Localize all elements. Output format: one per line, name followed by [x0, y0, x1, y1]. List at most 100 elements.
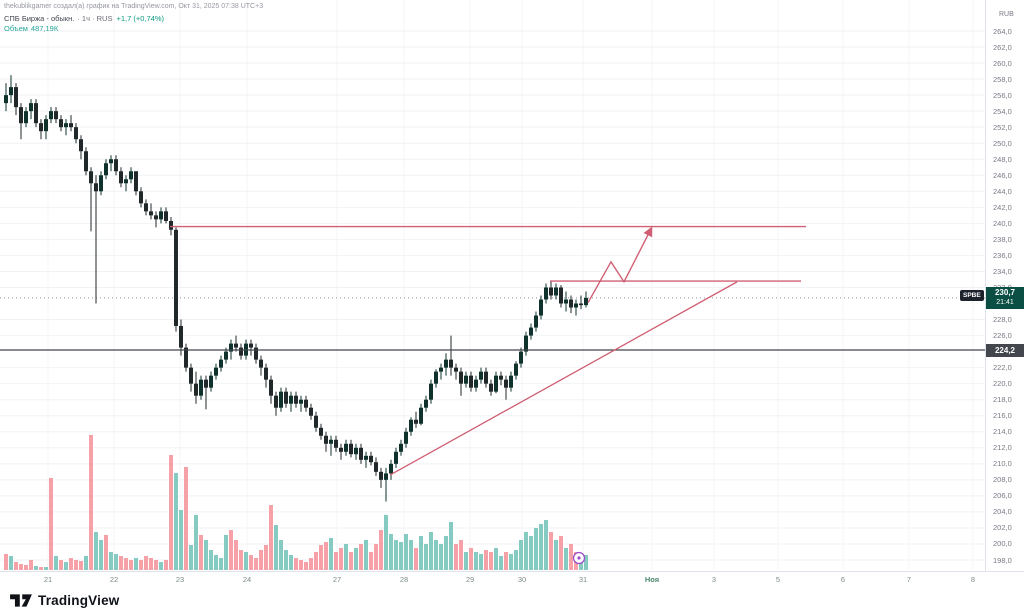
volume-bar	[299, 560, 303, 570]
candle-body	[124, 179, 128, 184]
projection-arrow	[587, 226, 653, 304]
volume-bar	[514, 550, 518, 570]
candle-body	[499, 375, 503, 380]
volume-bar	[49, 478, 53, 570]
volume-bar	[329, 538, 333, 570]
candle-body	[99, 175, 103, 192]
volume-bar	[439, 544, 443, 570]
candle-body	[419, 407, 423, 424]
price-axis[interactable]: 264,0 262,0 260,0 258,0 256,0 254,0 252,0 250,0…	[986, 0, 1024, 571]
candle-body	[449, 359, 453, 368]
candle-body	[134, 171, 138, 192]
candle-body	[169, 220, 173, 230]
candle-body	[339, 447, 343, 452]
volume-bar	[69, 558, 73, 570]
volume-bar	[509, 554, 513, 570]
volume-bar	[164, 560, 168, 570]
candle-body	[414, 419, 418, 424]
volume-bar	[409, 540, 413, 570]
price-tick-label: 246,0	[993, 170, 1012, 180]
volume-bar	[449, 522, 453, 570]
time-tick-label: 24	[242, 575, 252, 584]
volume-bar	[254, 558, 258, 570]
candle-body	[149, 211, 153, 216]
candle-body	[364, 455, 368, 460]
volume-bar	[44, 567, 48, 570]
price-tick-label: 212,0	[993, 443, 1012, 453]
volume-bar	[99, 540, 103, 570]
volume-bar	[349, 552, 353, 570]
price-tick-label: 256,0	[993, 90, 1012, 100]
candle-body	[574, 303, 578, 308]
candle-body	[154, 215, 158, 220]
volume-bar	[389, 534, 393, 570]
price-tick-label: 202,0	[993, 523, 1012, 533]
candle-body	[439, 367, 443, 372]
price-tick-label: 200,0	[993, 539, 1012, 549]
candle-body	[379, 471, 383, 480]
volume-bar	[564, 548, 568, 570]
volume-bar	[424, 544, 428, 570]
volume-bar	[29, 560, 33, 570]
candle-body	[109, 159, 113, 164]
price-tick-label: 264,0	[993, 26, 1012, 36]
price-axis-separator	[985, 0, 986, 571]
price-tick-label: 254,0	[993, 106, 1012, 116]
candle-body	[329, 439, 333, 444]
time-tick-label: 3	[711, 575, 717, 584]
volume-bar	[474, 552, 478, 570]
price-change: +1,7 (+0,74%)	[116, 14, 165, 23]
volume-bar	[189, 545, 193, 570]
volume-bar	[74, 560, 78, 570]
volume-bar	[169, 455, 173, 570]
candle-body	[334, 439, 338, 448]
volume-bar	[359, 544, 363, 570]
candle-body	[199, 379, 203, 396]
time-axis[interactable]: 21 22 23 24 27 28 29 30 31 Ноя 3 5 6 7 8	[0, 573, 985, 587]
candle-body	[464, 375, 468, 384]
price-tick-label: 252,0	[993, 122, 1012, 132]
volume-bar	[114, 554, 118, 570]
candle-body	[324, 435, 328, 444]
volume-value: 487,19К	[30, 24, 59, 33]
price-tick-label: 238,0	[993, 234, 1012, 244]
price-tick-label: 250,0	[993, 138, 1012, 148]
volume-bar	[214, 555, 218, 570]
candle-body	[204, 379, 208, 388]
time-axis-separator	[0, 571, 1024, 572]
volume-bar	[584, 555, 588, 570]
volume-bar	[209, 550, 213, 570]
volume-bar	[119, 556, 123, 570]
candle-body	[479, 371, 483, 380]
volume-bar	[364, 540, 368, 570]
candle-body	[374, 462, 378, 472]
candle-body	[79, 139, 83, 152]
candle-body	[424, 399, 428, 408]
price-tick-label: 248,0	[993, 154, 1012, 164]
candle-body	[489, 383, 493, 392]
candle-body	[369, 455, 373, 463]
time-tick-label: 8	[970, 575, 976, 584]
volume-bar	[529, 536, 533, 570]
candle-body	[569, 299, 573, 308]
candle-body	[584, 297, 588, 306]
time-tick-label: 27	[332, 575, 342, 584]
volume-bar	[344, 544, 348, 570]
price-tick-label: 226,0	[993, 331, 1012, 341]
volume-bar	[54, 556, 58, 570]
volume-bar	[524, 532, 528, 570]
candle-body	[294, 395, 298, 404]
tradingview-logo[interactable]: TradingView	[10, 592, 119, 609]
time-tick-label: 29	[465, 575, 475, 584]
candle-body	[444, 359, 448, 368]
emoji-marker-dot	[577, 556, 581, 560]
tradingview-brand-text: TradingView	[38, 593, 120, 608]
price-tick-label: 220,0	[993, 379, 1012, 389]
price-tick-label: 214,0	[993, 427, 1012, 437]
candle-body	[44, 119, 48, 132]
price-tick-label: 240,0	[993, 218, 1012, 228]
price-tick-label: 210,0	[993, 459, 1012, 469]
price-tick-label: 262,0	[993, 42, 1012, 52]
volume-bar	[64, 562, 68, 570]
